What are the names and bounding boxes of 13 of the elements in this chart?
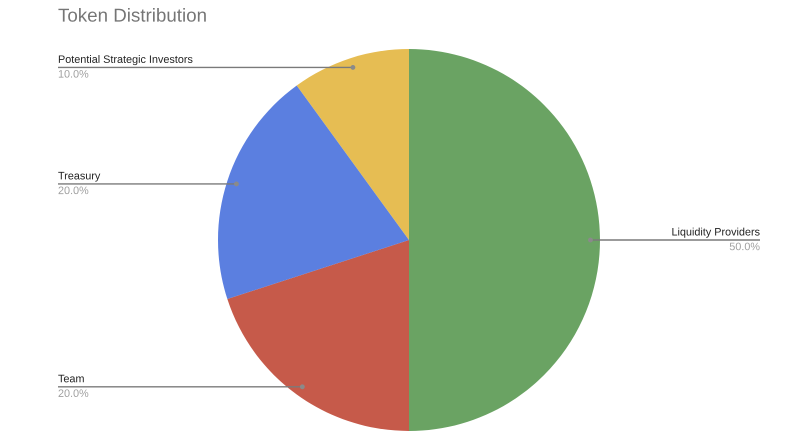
slice-label: Treasury (58, 172, 100, 182)
pie-slice (227, 240, 409, 431)
pie-slice (296, 49, 409, 240)
data-label: 10.0% (58, 70, 88, 78)
data-label: 50.0% (730, 242, 760, 250)
chart-title: Token Distribution (58, 8, 206, 22)
pie-slice (409, 49, 600, 431)
slice-label: Potential Strategic Investors (58, 55, 192, 66)
pie-slice (218, 85, 409, 300)
slice-label: Liquidity Providers (672, 228, 760, 238)
data-label: 20.0% (58, 389, 88, 398)
slice-label: Team (58, 374, 84, 382)
data-label: 20.0% (58, 186, 88, 194)
